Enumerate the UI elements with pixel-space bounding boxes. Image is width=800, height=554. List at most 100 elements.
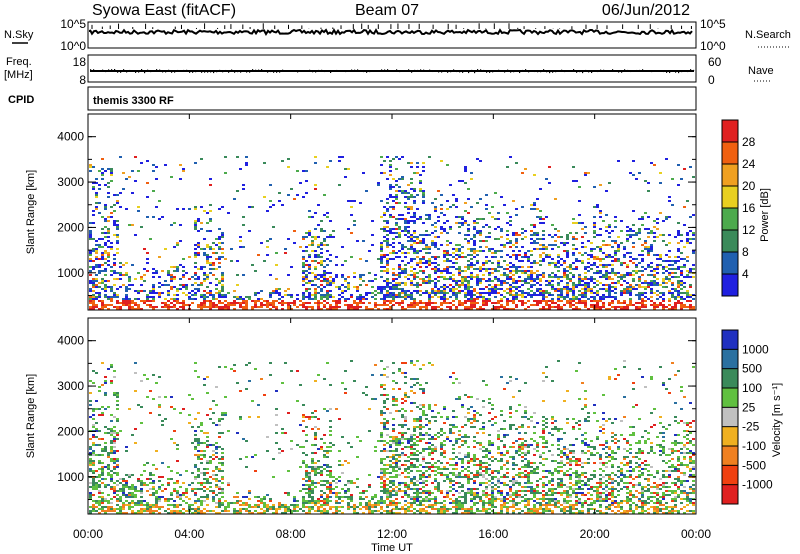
heat-cell <box>134 488 137 490</box>
heat-cell <box>389 300 392 302</box>
heat-cell <box>539 244 542 246</box>
heat-cell <box>461 304 464 306</box>
heat-cell <box>593 298 596 300</box>
heat-cell <box>614 296 617 298</box>
heat-cell <box>125 298 128 300</box>
heat-cell <box>413 466 416 468</box>
heat-cell <box>206 300 209 302</box>
heat-cell <box>569 298 572 300</box>
heat-cell <box>179 224 182 226</box>
heat-cell <box>413 502 416 504</box>
heat-cell <box>134 298 137 300</box>
heat-cell <box>206 306 209 308</box>
heat-cell <box>278 506 281 508</box>
heat-cell <box>686 296 689 298</box>
heat-cell <box>323 260 326 262</box>
heat-cell <box>374 398 377 400</box>
heat-cell <box>404 418 407 420</box>
heat-cell <box>329 442 332 444</box>
heat-cell <box>95 240 98 242</box>
heat-cell <box>107 280 110 282</box>
heat-cell <box>227 504 230 506</box>
heat-cell <box>512 302 515 304</box>
heat-cell <box>239 458 242 460</box>
heat-cell <box>506 254 509 256</box>
heat-cell <box>296 306 299 308</box>
heat-cell <box>434 308 437 310</box>
heat-cell <box>611 264 614 266</box>
heat-cell <box>194 244 197 246</box>
heat-cell <box>515 272 518 274</box>
heat-cell <box>239 512 242 514</box>
heat-cell <box>416 480 419 482</box>
heat-cell <box>389 494 392 496</box>
heat-cell <box>263 394 266 396</box>
heat-cell <box>104 232 107 234</box>
heat-cell <box>131 486 134 488</box>
heat-cell <box>122 284 125 286</box>
heat-cell <box>287 304 290 306</box>
heat-cell <box>656 264 659 266</box>
heat-cell <box>638 238 641 240</box>
heat-cell <box>206 212 209 214</box>
heat-cell <box>410 488 413 490</box>
heat-cell <box>395 228 398 230</box>
heat-cell <box>197 288 200 290</box>
heat-cell <box>293 300 296 302</box>
heat-cell <box>638 302 641 304</box>
heat-cell <box>380 412 383 414</box>
heat-cell <box>623 306 626 308</box>
heat-cell <box>191 508 194 510</box>
heat-cell <box>146 478 149 480</box>
heat-cell <box>197 254 200 256</box>
heat-cell <box>611 290 614 292</box>
heat-cell <box>671 294 674 296</box>
heat-cell <box>404 510 407 512</box>
heat-cell <box>485 224 488 226</box>
heat-cell <box>98 202 101 204</box>
heat-cell <box>176 266 179 268</box>
heat-cell <box>383 230 386 232</box>
heat-cell <box>104 486 107 488</box>
heat-cell <box>173 500 176 502</box>
heat-cell <box>302 414 305 416</box>
heat-cell <box>206 260 209 262</box>
heat-cell <box>89 306 92 308</box>
heat-cell <box>455 200 458 202</box>
heat-cell <box>656 298 659 300</box>
heat-cell <box>476 202 479 204</box>
heat-cell <box>410 282 413 284</box>
heat-cell <box>107 220 110 222</box>
heat-cell <box>317 498 320 500</box>
heat-cell <box>221 470 224 472</box>
heat-cell <box>398 226 401 228</box>
heat-cell <box>197 444 200 446</box>
heat-cell <box>161 306 164 308</box>
heat-cell <box>326 284 329 286</box>
heat-cell <box>506 282 509 284</box>
heat-cell <box>410 436 413 438</box>
heat-cell <box>269 200 272 202</box>
heat-cell <box>338 460 341 462</box>
heat-cell <box>620 294 623 296</box>
heat-cell <box>179 240 182 242</box>
heat-cell <box>341 382 344 384</box>
heat-cell <box>311 308 314 310</box>
heat-cell <box>395 464 398 466</box>
heat-cell <box>350 482 353 484</box>
heat-cell <box>557 290 560 292</box>
heat-cell <box>497 218 500 220</box>
heat-cell <box>617 282 620 284</box>
heat-cell <box>398 218 401 220</box>
heat-cell <box>386 262 389 264</box>
heat-cell <box>512 234 515 236</box>
heat-cell <box>380 286 383 288</box>
heat-cell <box>413 512 416 514</box>
heat-cell <box>104 284 107 286</box>
heat-cell <box>380 458 383 460</box>
heat-cell <box>629 274 632 276</box>
heat-cell <box>440 272 443 274</box>
heat-cell <box>314 438 317 440</box>
heat-cell <box>392 288 395 290</box>
heat-cell <box>344 260 347 262</box>
